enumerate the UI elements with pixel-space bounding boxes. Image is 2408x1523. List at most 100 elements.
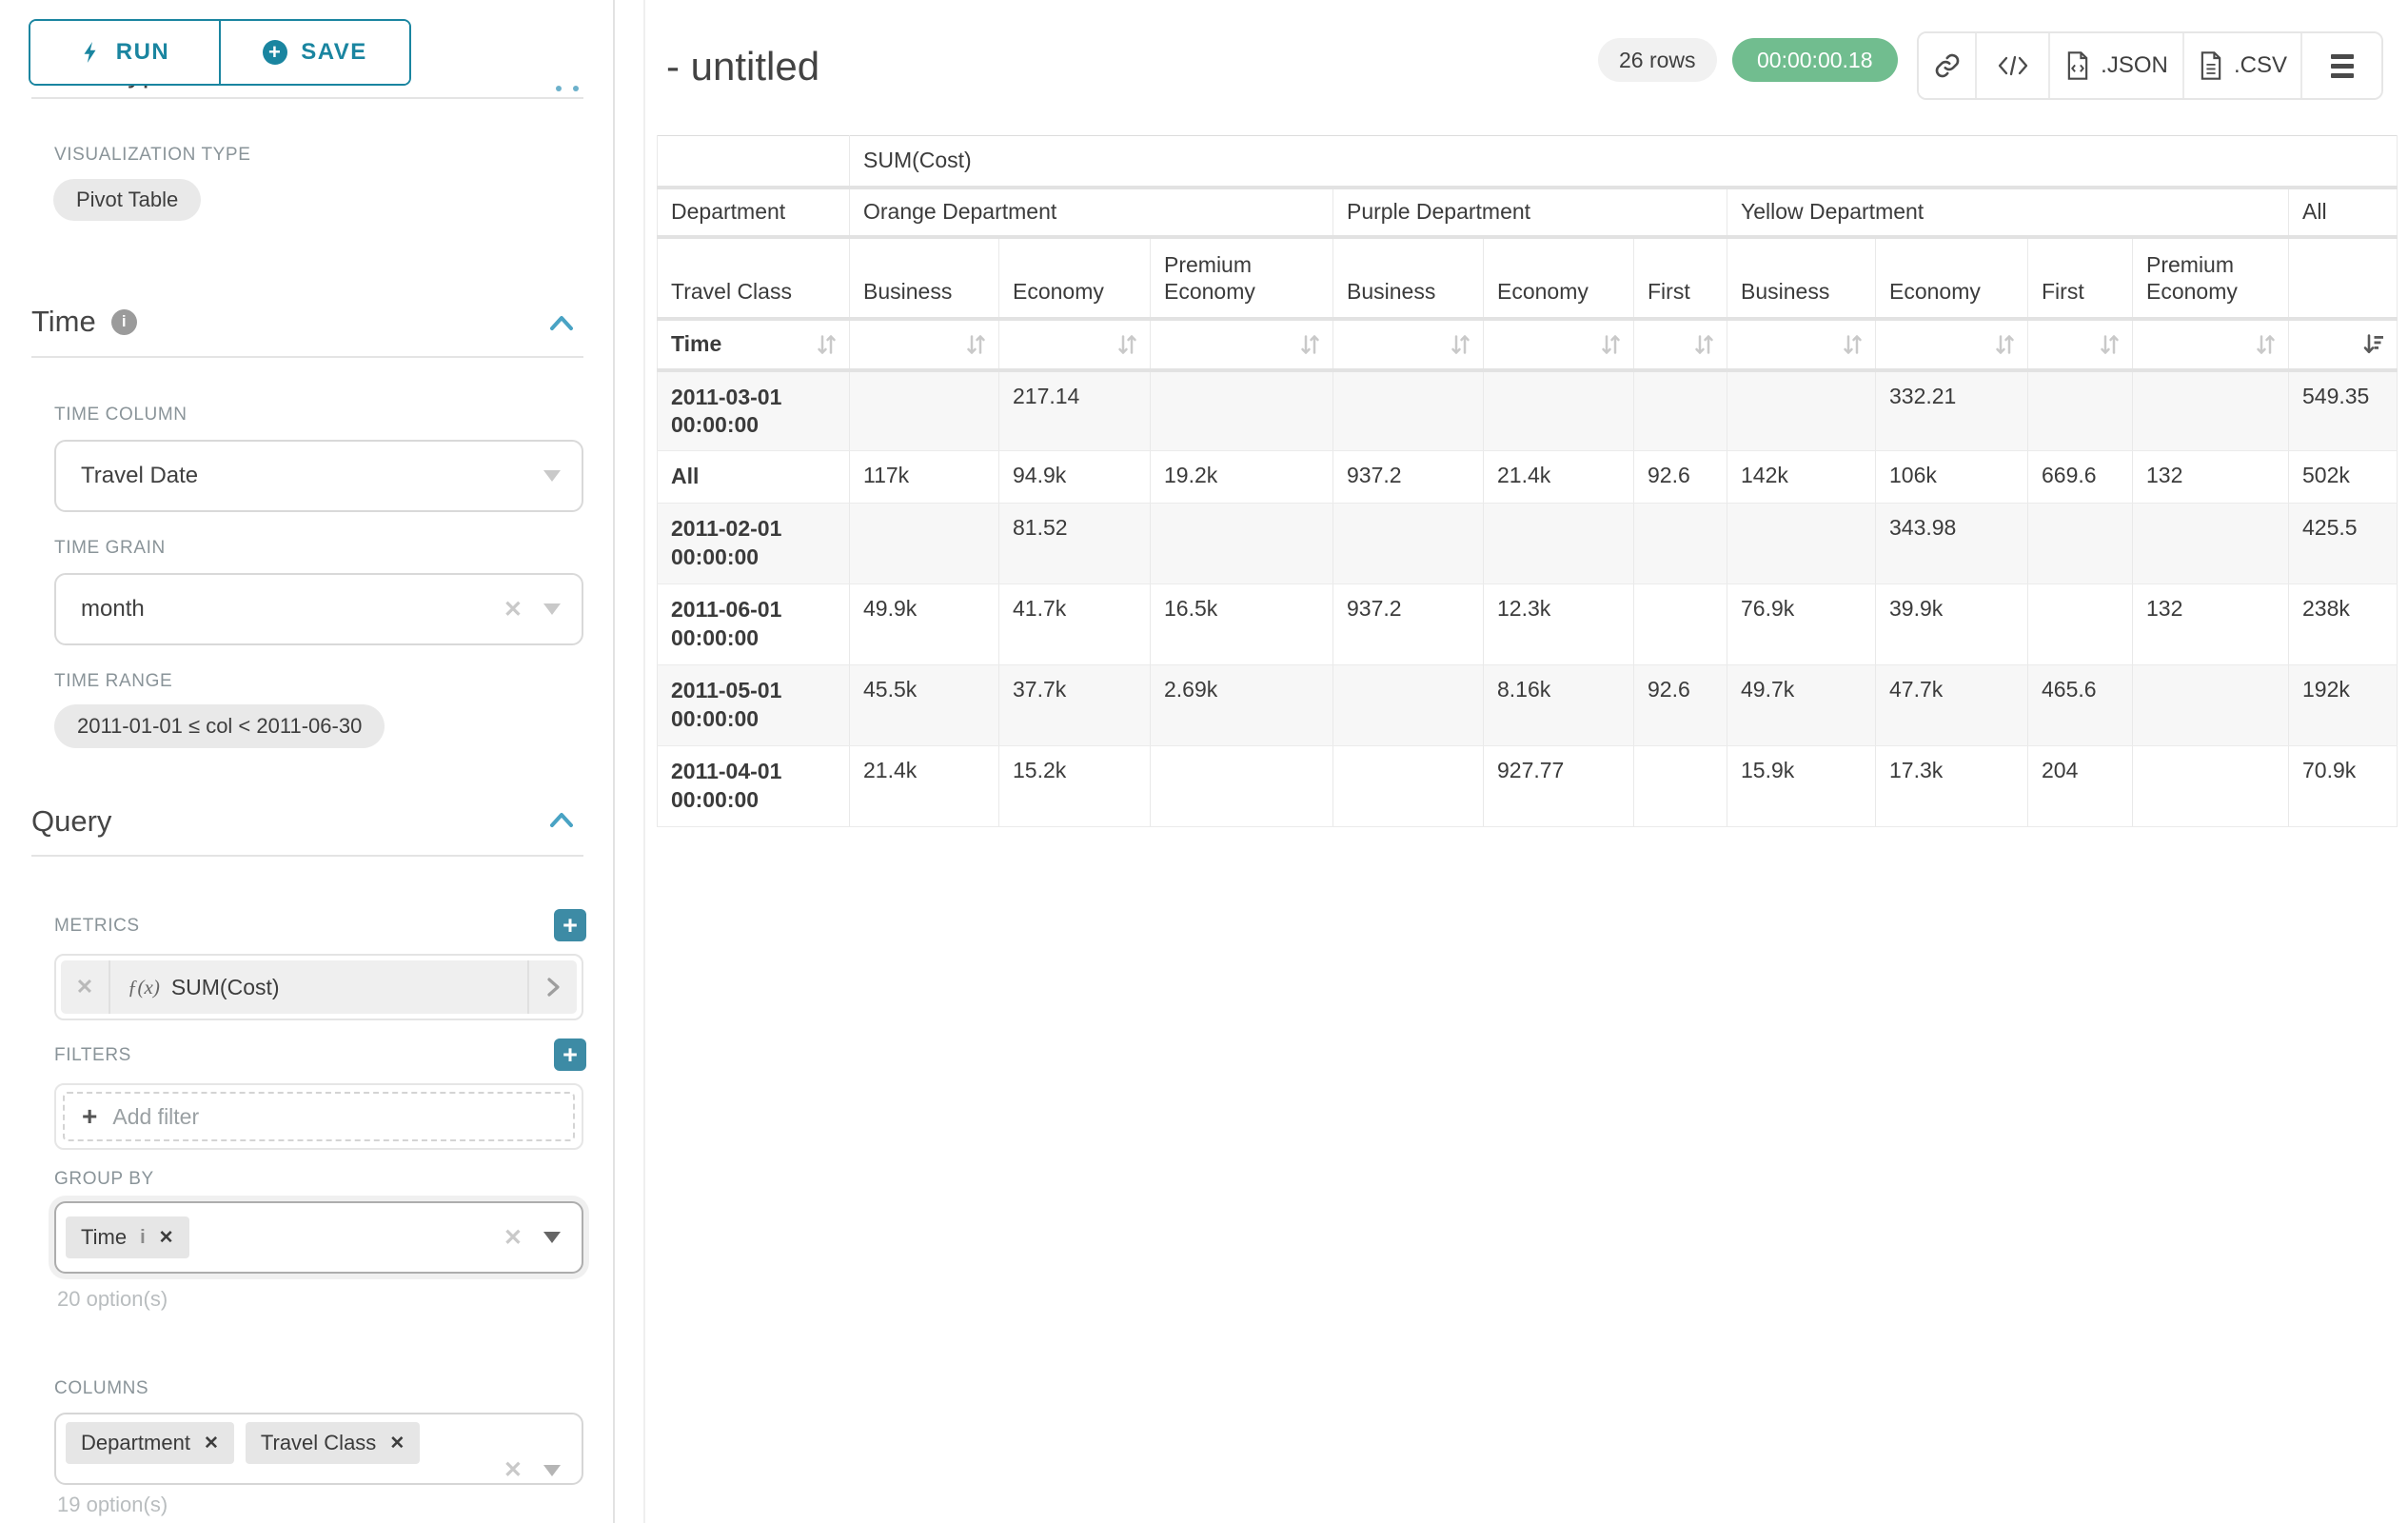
- export-json-label: .JSON: [2101, 52, 2168, 79]
- travel-class-header: Economy: [999, 237, 1151, 319]
- run-button-label: RUN: [116, 39, 170, 66]
- plus-icon: +: [82, 1101, 97, 1132]
- lightning-icon: [80, 39, 103, 66]
- export-button-group: .JSON .CSV: [1917, 31, 2383, 100]
- clear-icon[interactable]: ✕: [503, 1224, 523, 1252]
- column-header: [1484, 319, 1634, 370]
- sort-icon[interactable]: [1297, 331, 1323, 357]
- add-metric-button[interactable]: +: [554, 909, 586, 941]
- sort-icon[interactable]: [1448, 331, 1473, 357]
- menu-button[interactable]: [2302, 33, 2381, 98]
- save-button[interactable]: + SAVE: [221, 21, 409, 84]
- travel-class-header: Economy: [1484, 237, 1634, 319]
- department-group-header: Yellow Department: [1727, 188, 2289, 237]
- share-link-button[interactable]: [1919, 33, 1977, 98]
- sort-icon[interactable]: [963, 331, 989, 357]
- collapse-chevron-icon[interactable]: [548, 809, 575, 830]
- pivot-cell: 15.2k: [999, 746, 1151, 827]
- clear-icon[interactable]: ✕: [503, 596, 523, 623]
- viz-type-pill[interactable]: Pivot Table: [53, 179, 201, 221]
- pivot-cell: 192k: [2289, 665, 2398, 746]
- pivot-cell: 92.6: [1634, 665, 1727, 746]
- sort-icon[interactable]: [1691, 331, 1717, 357]
- columns-label: COLUMNS: [54, 1378, 148, 1399]
- chevron-down-icon: [543, 1232, 561, 1243]
- pivot-cell: 70.9k: [2289, 746, 2398, 827]
- pivot-cell: [850, 504, 999, 584]
- run-button[interactable]: RUN: [30, 21, 221, 84]
- pivot-cell: 204: [2028, 746, 2133, 827]
- export-csv-button[interactable]: .CSV: [2184, 33, 2302, 98]
- pivot-cell: 19.2k: [1151, 451, 1333, 504]
- pivot-cell: [2133, 665, 2289, 746]
- add-filter-dropzone[interactable]: + Add filter: [63, 1092, 575, 1141]
- row-label: All: [658, 451, 850, 504]
- selected-value-pill[interactable]: Travel Class✕: [246, 1422, 420, 1464]
- pivot-cell: [1333, 504, 1484, 584]
- remove-metric-icon[interactable]: ✕: [61, 960, 110, 1014]
- pivot-cell: 17.3k: [1876, 746, 2028, 827]
- pivot-cell: 106k: [1876, 451, 2028, 504]
- remove-icon[interactable]: ✕: [159, 1227, 174, 1249]
- pivot-cell: 425.5: [2289, 504, 2398, 584]
- pivot-cell: 81.52: [999, 504, 1151, 584]
- filters-label: FILTERS: [54, 1045, 131, 1066]
- json-file-icon: [2064, 50, 2091, 81]
- pivot-cell: 669.6: [2028, 451, 2133, 504]
- view-query-button[interactable]: [1977, 33, 2050, 98]
- time-column-select[interactable]: Travel Date: [54, 440, 583, 512]
- time-column-label: TIME COLUMN: [54, 405, 188, 425]
- metrics-label: METRICS: [54, 916, 140, 937]
- sort-descending-icon[interactable]: [2361, 331, 2387, 357]
- travel-class-header: Business: [1333, 237, 1484, 319]
- group-by-options-hint: 20 option(s): [57, 1287, 168, 1312]
- clear-icon[interactable]: ✕: [503, 1456, 523, 1484]
- row-label: 2011-04-01 00:00:00: [658, 746, 850, 827]
- selected-value-pill[interactable]: Timei✕: [66, 1216, 189, 1258]
- group-by-select[interactable]: Timei✕ ✕: [54, 1201, 583, 1274]
- pill-label: Time: [81, 1225, 127, 1250]
- pivot-cell: 39.9k: [1876, 584, 2028, 665]
- collapse-chevron-icon[interactable]: [548, 312, 575, 333]
- sort-icon[interactable]: [1840, 331, 1865, 357]
- time-range-pill[interactable]: 2011-01-01 ≤ col < 2011-06-30: [54, 704, 385, 748]
- sort-icon[interactable]: [1598, 331, 1624, 357]
- sort-icon[interactable]: [1115, 331, 1140, 357]
- export-json-button[interactable]: .JSON: [2050, 33, 2184, 98]
- column-header: [2289, 319, 2398, 370]
- pivot-cell: 937.2: [1333, 584, 1484, 665]
- sort-icon[interactable]: [2253, 331, 2279, 357]
- pivot-cell: [2028, 504, 2133, 584]
- add-filter-button[interactable]: +: [554, 1038, 586, 1071]
- chart-title[interactable]: - untitled: [666, 44, 819, 89]
- filters-control: + Add filter: [54, 1083, 583, 1150]
- time-grain-select[interactable]: month ✕: [54, 573, 583, 645]
- pivot-cell: 49.7k: [1727, 665, 1876, 746]
- table-row: All117k94.9k19.2k937.221.4k92.6142k106k6…: [658, 451, 2398, 504]
- row-label: 2011-02-01 00:00:00: [658, 504, 850, 584]
- travel-class-header: Premium Economy: [1151, 237, 1333, 319]
- pivot-cell: [1151, 504, 1333, 584]
- selected-value-pill[interactable]: Department✕: [66, 1422, 234, 1464]
- expand-metric-icon[interactable]: [527, 960, 577, 1014]
- save-button-label: SAVE: [301, 39, 367, 66]
- travel-class-header: Premium Economy: [2133, 237, 2289, 319]
- pivot-cell: 238k: [2289, 584, 2398, 665]
- pivot-cell: 117k: [850, 451, 999, 504]
- travel-class-header: Business: [1727, 237, 1876, 319]
- remove-icon[interactable]: ✕: [204, 1433, 219, 1454]
- chevron-up-icon: [556, 86, 562, 91]
- pivot-cell: 2.69k: [1151, 665, 1333, 746]
- column-header: [2133, 319, 2289, 370]
- section-divider: [31, 855, 583, 857]
- info-icon[interactable]: i: [111, 309, 137, 335]
- sort-icon[interactable]: [1992, 331, 2018, 357]
- sort-icon[interactable]: [814, 331, 839, 357]
- sort-icon[interactable]: [2097, 331, 2122, 357]
- columns-select[interactable]: Department✕Travel Class✕ ✕: [54, 1413, 583, 1485]
- travel-class-header: Economy: [1876, 237, 2028, 319]
- chart-area: - untitled 26 rows 00:00:00.18 .J: [617, 0, 2408, 1523]
- metric-pill[interactable]: ✕ ƒ(x) SUM(Cost): [61, 960, 577, 1014]
- remove-icon[interactable]: ✕: [389, 1433, 405, 1454]
- columns-pills: Department✕Travel Class✕: [66, 1437, 431, 1454]
